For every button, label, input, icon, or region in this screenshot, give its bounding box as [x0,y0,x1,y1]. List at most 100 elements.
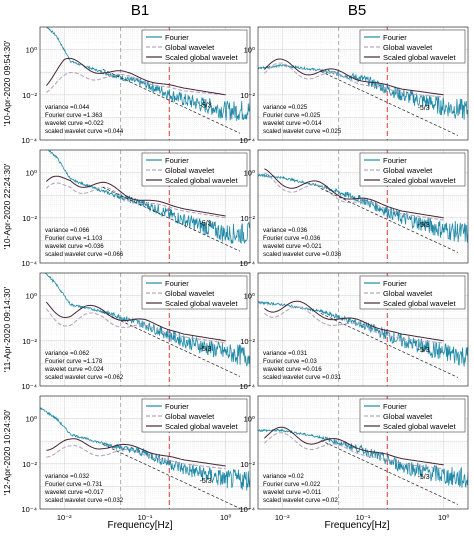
plot-area [258,58,468,136]
spectrum-panel: -5/3 10⁰ 10⁻² 10⁻⁴ 10⁻² 10⁻¹ 10⁰ '12-Apr-2020 1… [2,395,251,522]
plot-frame [39,395,251,510]
slope-label: -5/3 [200,478,212,485]
stats-line: variance =0.032 [45,473,90,480]
plot-area [258,168,468,253]
fourier-series-line [46,150,250,245]
global-wavelet-line [46,444,226,470]
y-tick-label: 10⁰ [244,415,255,424]
slope-reference-line [320,313,459,378]
plot-area [46,150,250,252]
legend-entry-fourier: Fourier [383,279,407,288]
y-tick-label: 10⁻⁴ [239,259,255,268]
stats-line: scaled wavelet curve =0.02 [263,497,338,504]
legend-entry-scaled: Scaled global wavelet [165,53,238,62]
spectrum-panel: -5/3 10⁰ 10⁻² 10⁻⁴ '11-Apr-2020 09:14:30' Fou… [2,272,251,391]
y-tick-label: 10⁰ [244,169,255,178]
stats-line: wavelet curve =0.016 [262,366,322,373]
slope-label: -5/3 [418,105,430,112]
legend-entry-fourier: Fourier [383,33,407,42]
x-tick-label: 10⁻² [57,513,72,522]
stats-line: Fourier curve =1.363 [45,112,103,119]
stats-line: variance =0.031 [263,350,308,357]
stats-line: wavelet curve =0.017 [44,489,104,496]
x-axis-label-left: Frequency[Hz] [107,520,172,531]
plot-area [258,426,468,505]
fourier-series-line [40,407,250,491]
stats-line: Fourier curve =0.022 [263,481,321,488]
slope-label: -5/3 [418,474,430,481]
scaled-global-wavelet-line [46,175,226,217]
stats-line: wavelet curve =0.022 [44,120,104,127]
stats-line: wavelet curve =0.014 [262,120,322,127]
stats-line: scaled wavelet curve =0.036 [263,251,342,258]
plot-frame [39,26,251,141]
x-tick-label: 10⁰ [438,513,449,522]
stats-line: Fourier curve =1.103 [45,235,103,242]
y-tick-label: 10⁻² [22,337,37,346]
stats-line: variance =0.025 [263,104,308,111]
legend-entry-global: Global wavelet [383,166,433,175]
y-tick-label: 10⁰ [26,46,37,55]
y-tick-label: 10⁻⁴ [21,505,37,514]
stats-line: variance =0.044 [45,104,90,111]
legend-entry-scaled: Scaled global wavelet [165,176,238,185]
row-date-label: '11-Apr-2020 09:14:30' [2,286,12,372]
slope-reference-line [320,71,459,136]
legend-entry-fourier: Fourier [165,33,189,42]
x-tick-label: 10⁻¹ [138,513,153,522]
y-tick-label: 10⁰ [244,292,255,301]
slope-reference-line [102,444,241,509]
fourier-series-line [258,63,468,120]
stats-line: wavelet curve =0.021 [262,243,322,250]
stats-line: variance =0.02 [263,473,304,480]
slope-reference-line [102,186,241,252]
global-wavelet-line [264,172,444,221]
slope-reference-line [102,312,241,377]
scaled-global-wavelet-line [264,168,444,219]
stats-line: Fourier curve =0.03 [263,358,317,365]
global-wavelet-line [46,182,226,219]
plot-frame [39,149,251,264]
global-wavelet-line [264,306,444,344]
plot-frame [257,149,469,264]
plot-frame [257,26,469,141]
legend-entry-scaled: Scaled global wavelet [165,299,238,308]
scaled-global-wavelet-line [264,426,444,466]
stats-line: wavelet curve =0.011 [262,489,322,496]
stats-line: scaled wavelet curve =0.025 [263,128,342,135]
y-tick-label: 10⁻² [240,214,255,223]
stats-line: Fourier curve =0.036 [263,235,321,242]
y-tick-label: 10⁰ [26,415,37,424]
stats-line: scaled wavelet curve =0.062 [45,374,124,381]
slope-reference-line [320,188,459,253]
legend-entry-global: Global wavelet [165,166,215,175]
spectrum-panel: -5/3 10⁰ 10⁻² 10⁻⁴ '10-Apr-2020 09:54:30' Fou… [2,26,251,145]
stats-line: Fourier curve =1.178 [45,358,103,365]
panel-grid: -5/3 10⁰ 10⁻² 10⁻⁴ '10-Apr-2020 09:54:30' Fou… [2,26,469,522]
stats-line: wavelet curve =0.024 [44,366,104,373]
y-tick-label: 10⁻⁴ [21,136,37,145]
fourier-series-line [46,27,250,121]
stats-line: variance =0.036 [263,227,308,234]
y-tick-label: 10⁻² [240,91,255,100]
x-tick-label: 10⁻¹ [356,513,371,522]
y-tick-label: 10⁻⁴ [239,505,255,514]
slope-label: -5/3 [418,347,430,354]
y-tick-label: 10⁻² [240,337,255,346]
y-tick-label: 10⁻² [240,460,255,469]
slope-reference-line [320,440,459,505]
spectrum-panel: -5/3 10⁰ 10⁻² 10⁻⁴ 10⁻² 10⁻¹ 10⁰ FourierGlobal … [239,395,469,522]
stats-line: Fourier curve =0.025 [263,112,321,119]
y-tick-label: 10⁻² [22,460,37,469]
legend-entry-fourier: Fourier [383,402,407,411]
column-title-b5: B5 [348,2,366,19]
legend-entry-global: Global wavelet [383,412,433,421]
spectrum-panel: -5/3 10⁰ 10⁻² 10⁻⁴ '10-Apr-2020 22:24:30' Fou… [2,149,251,268]
plot-area [46,27,250,134]
scaled-global-wavelet-line [46,301,226,342]
y-tick-label: 10⁻⁴ [21,259,37,268]
